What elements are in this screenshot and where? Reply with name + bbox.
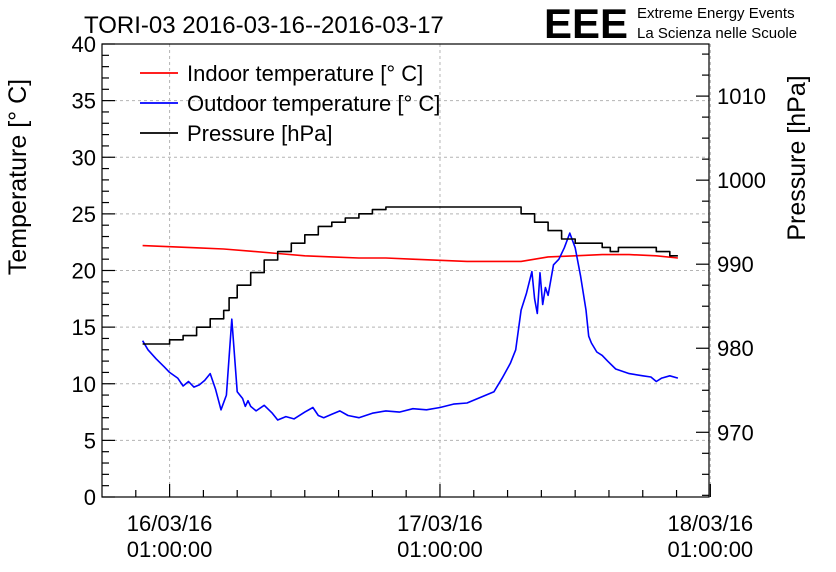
y-tick-label: 20	[72, 259, 96, 284]
x-tick-label-time: 01:00:00	[397, 537, 483, 562]
x-tick-label-date: 17/03/16	[397, 511, 483, 536]
y-tick-label: 25	[72, 202, 96, 227]
logo-line2: La Scienza nelle Scuole	[637, 25, 797, 42]
series-group	[141, 206, 679, 421]
y2-tick-label: 970	[717, 420, 754, 445]
legend: Indoor temperature [° C] Outdoor temperat…	[140, 61, 440, 146]
y-axis-label: Temperature [° C]	[4, 79, 32, 275]
logo: EEE Extreme Energy Events La Scienza nel…	[544, 0, 797, 47]
x-tick-label-time: 01:00:00	[127, 537, 213, 562]
y2-axis-label: Pressure [hPa]	[783, 75, 811, 240]
y-tick-label: 40	[72, 32, 96, 57]
series-line-2	[141, 232, 679, 421]
logo-line1: Extreme Energy Events	[637, 5, 795, 22]
logo-mark: EEE	[544, 0, 628, 47]
y-tick-label: 10	[72, 372, 96, 397]
y-tick-label: 15	[72, 315, 96, 340]
y-tick-label: 5	[84, 428, 96, 453]
y2-tick-label: 1000	[717, 168, 766, 193]
x-tick-label-time: 01:00:00	[668, 537, 754, 562]
y-tick-label: 0	[84, 485, 96, 510]
y-axis: 0 5 10 15 20 25 30 35 40	[72, 32, 115, 510]
chart-title: TORI-03 2016-03-16--2016-03-17	[84, 12, 444, 39]
x-tick-label-date: 16/03/16	[127, 511, 213, 536]
legend-label: Indoor temperature [° C]	[187, 61, 423, 86]
y2-axis: 970 980 990 1000 1010	[696, 53, 766, 496]
legend-label: Outdoor temperature [° C]	[187, 91, 440, 116]
series-line-3	[142, 206, 678, 345]
legend-label: Pressure [hPa]	[187, 121, 333, 146]
y2-tick-label: 980	[717, 336, 754, 361]
y-tick-label: 35	[72, 89, 96, 114]
y2-tick-label: 990	[717, 252, 754, 277]
y-tick-label: 30	[72, 145, 96, 170]
y2-tick-label: 1010	[717, 84, 766, 109]
series-line-1	[142, 244, 678, 263]
x-axis: 16/03/1601:00:0017/03/1601:00:0018/03/16…	[127, 484, 753, 562]
x-tick-label-date: 18/03/16	[668, 511, 754, 536]
